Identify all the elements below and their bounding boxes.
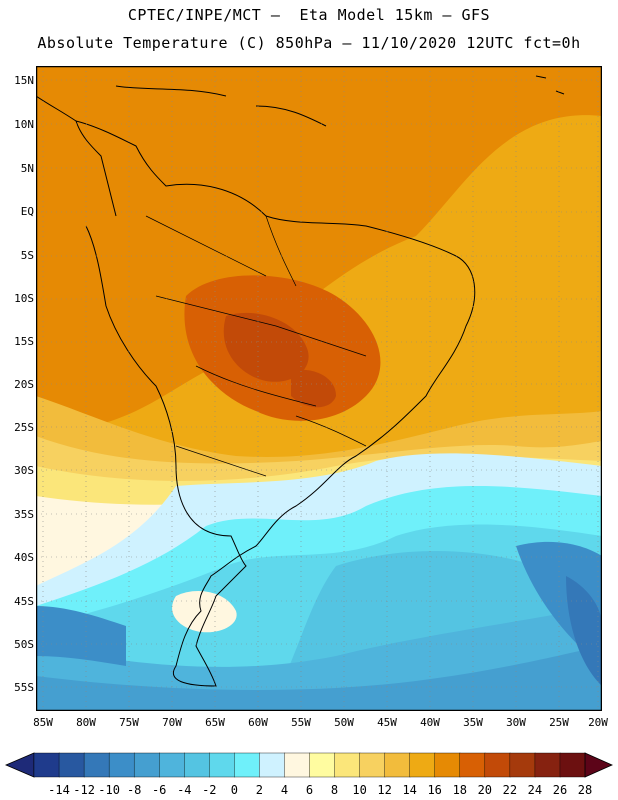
- colorbar-cell: [359, 752, 386, 778]
- colorbar-tick-label: 18: [452, 783, 468, 797]
- colorbar-tick-label: 12: [377, 783, 392, 797]
- map-title-line2: Absolute Temperature (C) 850hPa – 11/10/…: [37, 34, 581, 52]
- map-border: [36, 66, 602, 711]
- map-title-line1: CPTEC/INPE/MCT – Eta Model 15km – GFS: [127, 6, 491, 24]
- lon-label-85w: 85W: [33, 716, 53, 729]
- colorbar-cell: [108, 752, 135, 778]
- temperature-field-m10: [566, 576, 602, 686]
- lon-label-60w: 60W: [248, 716, 268, 729]
- colorbar-tick-label: 14: [402, 783, 417, 797]
- lon-label-80w: 80W: [76, 716, 96, 729]
- lat-label-10s: 10S: [14, 292, 34, 305]
- colorbar-tick-label: -10: [98, 783, 120, 797]
- lat-label-5s: 5S: [20, 249, 34, 262]
- lat-label-5n: 5N: [20, 162, 34, 175]
- colorbar-tick-label: 24: [527, 783, 543, 797]
- lat-label-40s: 40S: [14, 551, 34, 564]
- colorbar-over-arrow: [584, 752, 613, 778]
- colorbar-cell: [484, 752, 511, 778]
- lon-label-40w: 40W: [420, 716, 440, 729]
- continent-outline: [75, 120, 476, 687]
- caribbean-islands: [115, 75, 565, 127]
- lon-label-30w: 30W: [506, 716, 526, 729]
- colorbar-cell: [309, 752, 336, 778]
- color-scale-legend: [4, 752, 613, 778]
- lon-label-50w: 50W: [334, 716, 354, 729]
- colorbar-tick-label: 6: [305, 783, 314, 797]
- colorbar-cell: [459, 752, 486, 778]
- lat-label-55s: 55S: [14, 681, 34, 694]
- lon-label-35w: 35W: [463, 716, 483, 729]
- central-america-outline: [36, 95, 117, 217]
- colorbar-tick-label: 28: [577, 783, 593, 797]
- colorbar-tick-label: -2: [202, 783, 217, 797]
- lat-label-20s: 20S: [14, 378, 34, 391]
- lat-label-eq: EQ: [20, 205, 34, 218]
- country-borders: [145, 215, 367, 477]
- colorbar-cell: [434, 752, 461, 778]
- colorbar-tick-label: 4: [280, 783, 289, 797]
- colorbar-cell: [133, 752, 160, 778]
- temperature-field-20-north: [36, 66, 236, 156]
- colorbar-tick-label: 26: [552, 783, 568, 797]
- colorbar-tick-label: 16: [427, 783, 442, 797]
- lat-label-35s: 35S: [14, 508, 34, 521]
- colorbar-cell: [509, 752, 536, 778]
- colorbar-tick-label: 8: [330, 783, 339, 797]
- colorbar-tick-label: -12: [73, 783, 95, 797]
- lon-label-65w: 65W: [205, 716, 225, 729]
- lat-label-25s: 25S: [14, 421, 34, 434]
- colorbar-cell: [159, 752, 185, 778]
- colorbar-cell: [409, 752, 436, 778]
- lon-label-20w: 20W: [588, 716, 608, 729]
- temperature-field-m6: [36, 646, 602, 711]
- colorbar-cell: [33, 752, 60, 778]
- colorbar-tick-label: 10: [352, 783, 367, 797]
- colorbar-cell: [559, 752, 586, 778]
- colorbar-cell: [234, 752, 261, 778]
- colorbar-cells: [33, 752, 586, 778]
- lon-label-70w: 70W: [162, 716, 182, 729]
- temperature-field-6-south: [172, 591, 237, 633]
- colorbar-under-arrow: [4, 752, 35, 778]
- colorbar-tick-label: -6: [151, 783, 167, 797]
- lon-label-25w: 25W: [549, 716, 569, 729]
- lat-label-15s: 15S: [14, 335, 34, 348]
- temperature-field-m8-west: [36, 606, 126, 666]
- colorbar-tick-label: 2: [255, 783, 263, 797]
- lat-label-10n: 10N: [14, 118, 34, 131]
- colorbar-cell: [534, 752, 561, 778]
- colorbar-tick-label: 22: [502, 783, 518, 797]
- temperature-map: [36, 66, 602, 711]
- colorbar-cell: [284, 752, 311, 778]
- colorbar-cell: [334, 752, 361, 778]
- lat-label-45s: 45S: [14, 595, 34, 608]
- colorbar-cell: [83, 752, 110, 778]
- colorbar-cell: [58, 752, 85, 778]
- colorbar-tick-label: 20: [477, 783, 493, 797]
- colorbar-cell: [209, 752, 236, 778]
- lat-label-15n: 15N: [14, 74, 34, 87]
- colorbar-cell: [259, 752, 286, 778]
- lat-label-30s: 30S: [14, 464, 34, 477]
- colorbar-cell: [184, 752, 211, 778]
- colorbar-tick-label: 0: [230, 783, 238, 797]
- lon-label-55w: 55W: [291, 716, 311, 729]
- colorbar-tick-label: -14: [48, 783, 70, 797]
- lon-label-45w: 45W: [377, 716, 397, 729]
- colorbar-tick-label: -4: [177, 783, 192, 797]
- lon-label-75w: 75W: [119, 716, 139, 729]
- colorbar-cell: [384, 752, 411, 778]
- temperature-field-20: [36, 66, 602, 436]
- colorbar-tick-label: -8: [126, 783, 142, 797]
- temperature-field-24-b: [291, 369, 336, 408]
- lat-label-50s: 50S: [14, 638, 34, 651]
